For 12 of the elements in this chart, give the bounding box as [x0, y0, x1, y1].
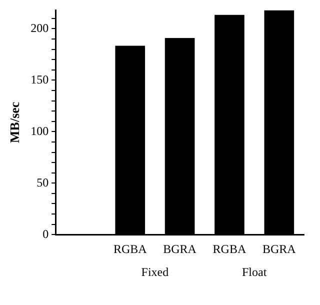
x-tick-label: BGRA — [262, 242, 296, 256]
text: Float — [242, 265, 268, 280]
y-tick-label: 200 — [30, 20, 49, 35]
y-axis-title: MB/sec — [7, 102, 22, 143]
x-tick-label: RGBA — [212, 242, 246, 256]
y-tick-label: 100 — [30, 124, 49, 138]
x-tick-label: RGBA — [113, 242, 148, 256]
y-tick-label: 0 — [42, 226, 49, 241]
y-tick-label: 150 — [30, 72, 49, 86]
x-tick-label: BGRA — [163, 242, 197, 256]
y-tick-label: 50 — [36, 175, 49, 190]
text: Fixed — [141, 265, 169, 280]
